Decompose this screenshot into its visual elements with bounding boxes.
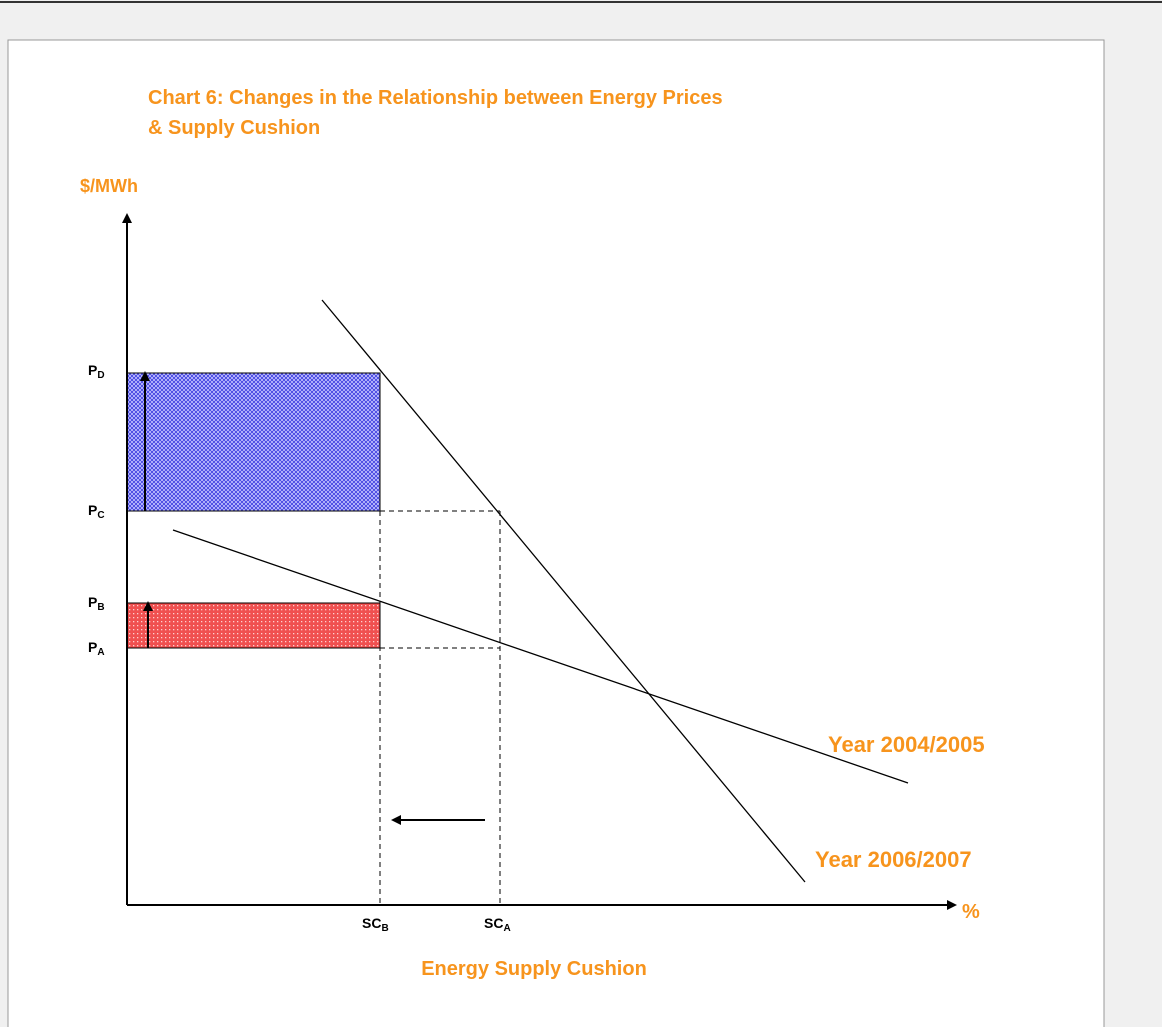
level-label: SCA xyxy=(484,915,511,934)
label-main: SC xyxy=(484,915,503,931)
label-main: P xyxy=(88,502,97,518)
title-line: & Supply Cushion xyxy=(148,117,320,139)
label-sub: B xyxy=(381,923,388,934)
curve-label: Year 2004/2005 xyxy=(828,732,985,757)
label-main: SC xyxy=(362,915,381,931)
level-label: SCB xyxy=(362,915,389,934)
label-main: P xyxy=(88,594,97,610)
label-sub: C xyxy=(97,510,104,521)
price-area-low xyxy=(126,602,381,649)
label-main: P xyxy=(88,362,97,378)
guides xyxy=(379,510,501,905)
label-sub: D xyxy=(97,370,104,381)
title-line: Chart 6: Changes in the Relationship bet… xyxy=(148,87,723,109)
label-main: P xyxy=(88,639,97,655)
x-axis-label: % xyxy=(962,901,980,923)
panel xyxy=(7,39,1105,1027)
curve-2006 xyxy=(321,299,806,883)
price-area-high xyxy=(126,372,381,512)
level-label: PA xyxy=(88,639,105,658)
label-sub: A xyxy=(97,647,104,658)
curve-2004 xyxy=(172,529,909,784)
level-label: PC xyxy=(88,502,105,521)
level-label: PB xyxy=(88,594,105,613)
label-sub: A xyxy=(503,923,510,934)
y-axis-label: $/MWh xyxy=(80,176,138,196)
level-label: PD xyxy=(88,362,105,381)
curve-label: Year 2006/2007 xyxy=(815,847,972,872)
label-sub: B xyxy=(97,602,104,613)
x-axis-title: Energy Supply Cushion xyxy=(421,958,647,980)
